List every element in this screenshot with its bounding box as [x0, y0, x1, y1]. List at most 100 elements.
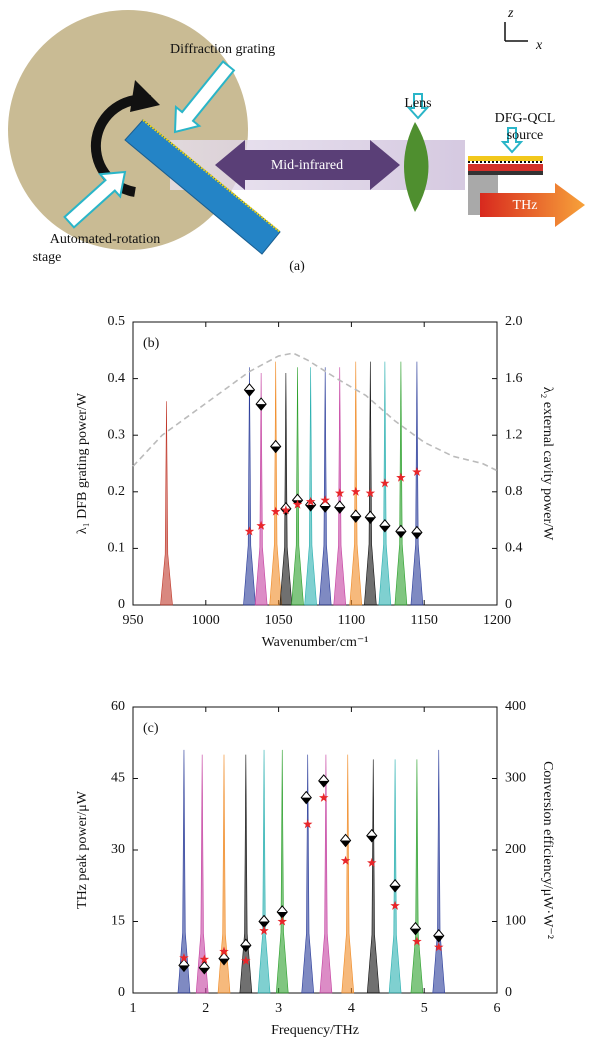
spectral-peak [318, 367, 332, 606]
spectral-peak [304, 367, 317, 606]
rotation-arrow-head [130, 80, 160, 112]
diamond-half [320, 505, 331, 512]
y2-tick-label: 1.6 [505, 371, 523, 386]
source-label: DFG-QCL [495, 111, 556, 126]
spectral-peak [160, 401, 173, 606]
grating-label: Diffraction grating [170, 42, 275, 57]
y-tick-label: 0.4 [108, 371, 126, 386]
star-point [256, 520, 266, 530]
diamond-point [379, 518, 391, 533]
y2-tick-label: 2.0 [505, 314, 523, 329]
panel-label: (c) [143, 721, 159, 736]
diamond-point [300, 790, 312, 805]
star-point [241, 955, 251, 965]
diamond-half [318, 780, 329, 787]
y2-axis-label: Conversion efficiency/μW·W⁻² [540, 761, 555, 939]
mid-ir-arrow [215, 140, 400, 190]
y2-tick-label: 1.2 [505, 427, 523, 442]
grating-pointer [173, 60, 236, 134]
y2-axis-label: λ₂ external cavity power/W [540, 387, 555, 541]
star-point [259, 925, 269, 935]
x-tick-label: 1200 [483, 613, 511, 628]
diamond-point [240, 938, 252, 953]
spectral-peak [366, 759, 380, 994]
y2-tick-label: 0 [505, 597, 512, 612]
star-point [219, 946, 229, 956]
grating [124, 119, 281, 255]
source-label: source [507, 128, 544, 143]
diamond-half [411, 532, 422, 539]
beam-label: Mid-infrared [271, 158, 343, 173]
x-tick-label: 5 [421, 1001, 428, 1016]
diamond-half [334, 507, 345, 514]
layer [468, 171, 543, 175]
diamond-half [379, 525, 390, 532]
y2-tick-label: 200 [505, 842, 526, 857]
spectral-peak [319, 754, 333, 994]
star-point [334, 488, 345, 498]
layer [468, 164, 543, 171]
diamond-half [366, 835, 377, 842]
diamond-half [240, 945, 251, 952]
x-tick-label: 6 [494, 1001, 501, 1016]
spectral-peak [410, 361, 424, 606]
star-point [365, 488, 376, 498]
spectral-peak [177, 749, 191, 994]
diamond-half [410, 928, 421, 935]
diamond-point [334, 500, 346, 514]
spectral-peak [394, 361, 408, 606]
diamond-point [389, 878, 401, 893]
y-tick-label: 60 [111, 699, 125, 714]
star-point [351, 486, 361, 496]
diamond-point [364, 510, 376, 525]
star-point [340, 855, 351, 865]
y2-tick-label: 300 [505, 771, 526, 786]
panel-label: (a) [289, 259, 305, 274]
diamond-half [305, 504, 316, 511]
y-tick-label: 0.5 [108, 314, 126, 329]
stage-pointer [63, 170, 127, 229]
diamond-point [339, 833, 352, 848]
spectral-peak [333, 367, 347, 606]
diamond-point [350, 509, 362, 523]
y2-tick-label: 100 [505, 914, 526, 929]
diamond-point [395, 524, 407, 539]
x-tick-label: 1050 [265, 613, 293, 628]
star-point [302, 819, 313, 829]
star-point [434, 942, 444, 952]
diamond-half [256, 404, 267, 411]
thz-arrow [480, 183, 585, 227]
spectral-peak [349, 361, 363, 606]
diamond-half [178, 965, 189, 972]
diamond-point [270, 439, 282, 454]
y2-tick-label: 0.8 [505, 484, 523, 499]
diamond-half [270, 446, 281, 453]
star-point [396, 472, 406, 482]
spectral-peak [243, 367, 256, 606]
star-point [412, 936, 422, 946]
lens [404, 122, 429, 212]
star-point [320, 495, 330, 505]
y-tick-label: 0 [118, 597, 125, 612]
star-point [305, 496, 316, 506]
spectral-peak [410, 759, 424, 994]
y-tick-label: 0 [118, 985, 125, 1000]
diamond-half [390, 885, 401, 892]
diamond-point [366, 828, 378, 843]
diamond-point [178, 958, 190, 973]
star-point [292, 499, 303, 509]
diamond-half [259, 921, 270, 928]
spectral-peak [275, 749, 289, 994]
y2-tick-label: 0.4 [505, 541, 523, 556]
y-tick-label: 0.2 [108, 484, 126, 499]
x-tick-label: 1150 [410, 613, 437, 628]
diagram: Mid-infrared THz Diffraction grating Len… [8, 6, 585, 274]
spectral-peak [217, 754, 231, 994]
diamond-point [243, 383, 256, 397]
spectral-peak [254, 372, 268, 606]
y-axis-label: THz peak power/μW [75, 790, 90, 909]
diamond-half [277, 911, 288, 918]
spectral-peak [279, 372, 293, 606]
x-tick-label: 3 [275, 1001, 282, 1016]
